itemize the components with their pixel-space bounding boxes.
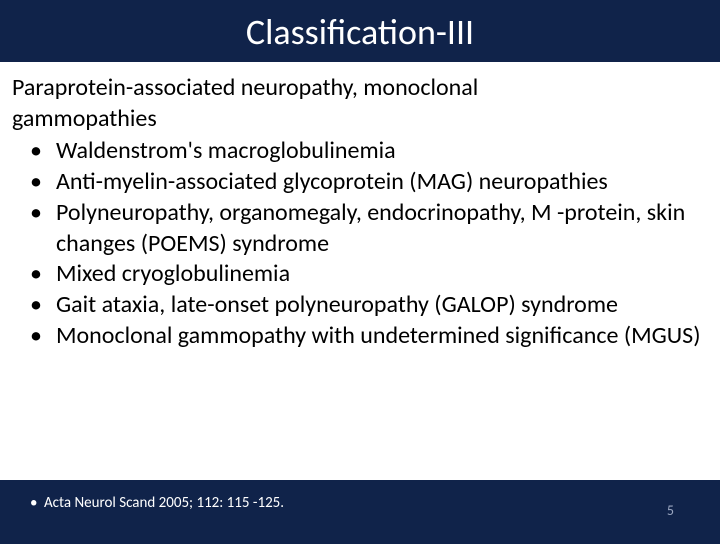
slide-subtitle: Paraprotein-associated neuropathy, monoc… (12, 72, 702, 134)
title-bar: Classification-III (0, 0, 720, 62)
bullet-list: Waldenstrom's macroglobulinemia Anti-mye… (12, 136, 702, 351)
page-number: 5 (667, 502, 674, 519)
list-item: Waldenstrom's macroglobulinemia (12, 136, 702, 167)
slide-title: Classification-III (0, 10, 720, 54)
list-item: Anti-myelin-associated glycoprotein (MAG… (12, 167, 702, 198)
list-item: Gait ataxia, late-onset polyneuropathy (… (12, 290, 702, 321)
footer-area: Acta Neurol Scand 2005; 112: 115 -125. 5 (0, 480, 720, 544)
list-item: Mixed cryoglobulinemia (12, 259, 702, 290)
list-item: Monoclonal gammopathy with undetermined … (12, 321, 702, 352)
footer-reference: Acta Neurol Scand 2005; 112: 115 -125. (22, 494, 690, 512)
content-area: Paraprotein-associated neuropathy, monoc… (0, 62, 720, 480)
list-item: Polyneuropathy, organomegaly, endocrinop… (12, 198, 702, 259)
